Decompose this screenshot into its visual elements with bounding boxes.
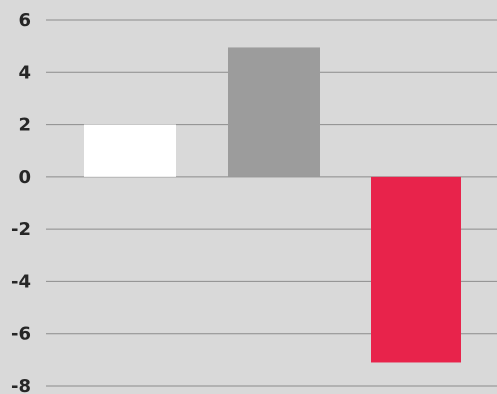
y-tick-label: 4 — [18, 62, 31, 83]
y-tick-label: 6 — [18, 10, 31, 31]
y-tick-label: -2 — [11, 219, 31, 240]
y-tick-label: -4 — [11, 271, 31, 292]
y-tick-label: -8 — [11, 376, 31, 394]
y-axis-tick-labels: 6 4 2 0 -2 -4 -6 -8 — [11, 10, 31, 394]
y-tick-label: 2 — [18, 115, 31, 136]
bar-1 — [84, 124, 176, 177]
y-tick-label: -6 — [11, 324, 31, 345]
bar-2 — [228, 47, 320, 177]
bar-3 — [371, 176, 461, 363]
y-tick-label: 0 — [18, 167, 31, 188]
bars — [84, 47, 461, 363]
